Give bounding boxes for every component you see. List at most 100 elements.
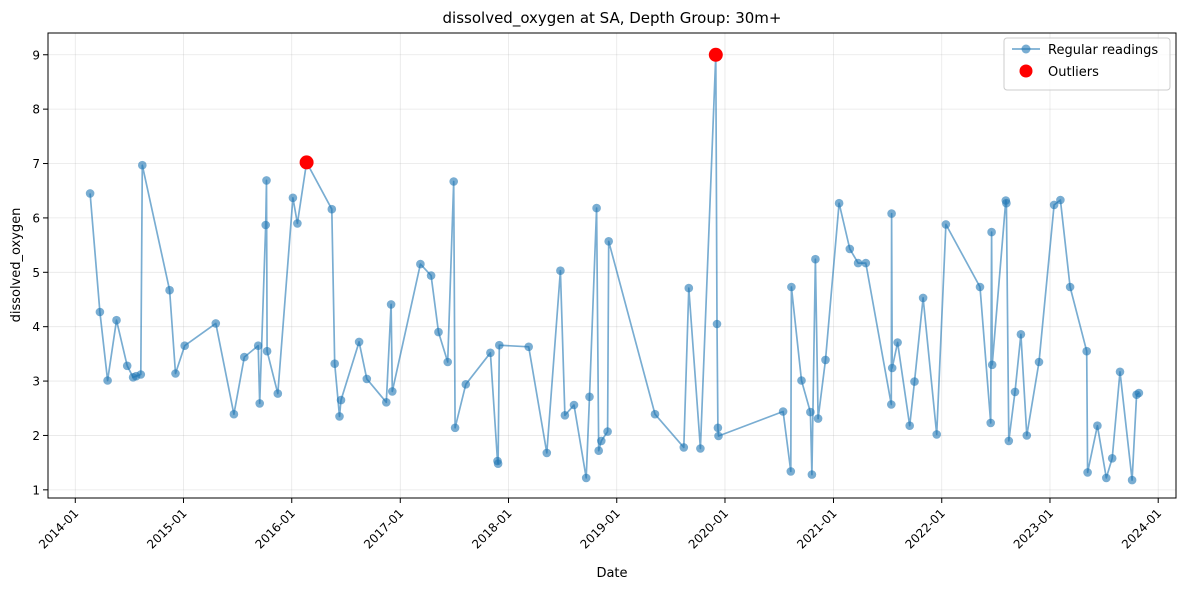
data-point-regular bbox=[1082, 346, 1091, 356]
data-point-regular bbox=[987, 360, 997, 370]
data-point-regular bbox=[807, 470, 817, 479]
data-point-regular bbox=[434, 327, 443, 337]
data-point-regular bbox=[273, 389, 283, 398]
data-point-regular bbox=[592, 203, 601, 213]
data-point-regular bbox=[336, 395, 346, 405]
data-point-regular bbox=[932, 430, 941, 439]
data-point-regular bbox=[918, 293, 928, 303]
data-point-regular bbox=[85, 189, 95, 198]
data-point-regular bbox=[713, 423, 723, 433]
data-point-regular bbox=[1102, 473, 1111, 483]
data-point-regular bbox=[1107, 454, 1117, 463]
legend-marker-regular bbox=[1021, 44, 1031, 54]
data-point-regular bbox=[569, 400, 579, 410]
data-point-regular bbox=[122, 361, 132, 371]
data-point-regular bbox=[450, 423, 460, 433]
data-point-regular bbox=[811, 254, 820, 264]
data-point-regular bbox=[581, 473, 591, 483]
data-point-regular bbox=[253, 341, 263, 351]
data-point-regular bbox=[165, 285, 174, 295]
data-point-regular bbox=[362, 374, 372, 384]
data-point-regular bbox=[556, 266, 565, 276]
data-point-regular bbox=[486, 348, 495, 358]
chart-title: dissolved_oxygen at SA, Depth Group: 30m… bbox=[443, 9, 782, 28]
data-point-regular bbox=[778, 407, 788, 416]
legend: Regular readings Outliers bbox=[1003, 37, 1171, 91]
data-point-regular bbox=[1127, 475, 1137, 485]
data-point-regular bbox=[797, 376, 806, 385]
data-point-regular bbox=[542, 448, 552, 458]
data-point-regular bbox=[560, 411, 570, 420]
data-point-regular bbox=[1083, 468, 1092, 477]
data-point-outlier bbox=[708, 47, 723, 62]
data-point-regular bbox=[887, 400, 896, 409]
data-point-regular bbox=[1022, 431, 1032, 440]
data-point-regular bbox=[211, 319, 221, 328]
data-point-regular bbox=[426, 271, 436, 280]
data-point-regular bbox=[461, 380, 471, 389]
data-point-regular bbox=[806, 407, 815, 417]
data-point-regular bbox=[449, 177, 459, 186]
data-point-regular bbox=[262, 176, 271, 185]
data-point-regular bbox=[1115, 367, 1125, 377]
y-tick-label: 5 bbox=[32, 266, 40, 280]
data-point-regular bbox=[180, 341, 189, 351]
data-point-regular bbox=[834, 198, 844, 208]
data-point-regular bbox=[112, 315, 121, 325]
data-point-regular bbox=[905, 421, 914, 431]
data-point-regular bbox=[987, 227, 996, 237]
data-point-regular bbox=[330, 359, 340, 369]
data-point-regular bbox=[240, 352, 249, 362]
y-tick-label: 3 bbox=[32, 375, 40, 389]
y-axis-label: dissolved_oxygen bbox=[9, 208, 24, 323]
data-point-regular bbox=[354, 337, 364, 347]
data-point-regular bbox=[910, 377, 919, 386]
data-point-regular bbox=[103, 376, 112, 385]
data-point-regular bbox=[604, 237, 613, 246]
data-point-regular bbox=[229, 409, 239, 419]
data-point-regular bbox=[603, 427, 612, 436]
data-point-regular bbox=[388, 387, 397, 396]
data-point-regular bbox=[443, 357, 453, 367]
data-point-regular bbox=[255, 399, 264, 408]
data-point-regular bbox=[787, 282, 796, 292]
data-point-regular bbox=[136, 370, 146, 379]
legend-label-outliers: Outliers bbox=[1048, 65, 1099, 80]
data-point-regular bbox=[1004, 436, 1014, 446]
data-point-regular bbox=[887, 209, 896, 218]
data-point-regular bbox=[524, 342, 533, 352]
data-point-regular bbox=[293, 219, 302, 228]
data-point-regular bbox=[861, 258, 871, 268]
data-point-regular bbox=[1093, 421, 1102, 431]
data-point-regular bbox=[813, 414, 823, 423]
data-point-regular bbox=[684, 283, 694, 293]
data-point-regular bbox=[493, 459, 503, 469]
data-point-regular bbox=[1002, 198, 1011, 208]
legend-box bbox=[1003, 37, 1171, 91]
data-point-regular bbox=[786, 467, 796, 476]
data-point-regular bbox=[821, 355, 830, 365]
data-point-regular bbox=[597, 436, 606, 446]
y-tick-label: 9 bbox=[32, 48, 40, 62]
data-point-regular bbox=[714, 431, 723, 441]
data-point-regular bbox=[416, 259, 425, 269]
legend-marker-outliers bbox=[1019, 64, 1033, 78]
data-point-regular bbox=[893, 338, 902, 347]
legend-label-regular: Regular readings bbox=[1048, 43, 1158, 58]
data-point-regular bbox=[386, 300, 396, 309]
data-point-regular bbox=[171, 369, 180, 378]
data-point-regular bbox=[335, 412, 344, 421]
data-point-regular bbox=[138, 160, 147, 170]
data-point-regular bbox=[1065, 282, 1075, 292]
grid-lines bbox=[48, 33, 1176, 498]
data-point-regular bbox=[1016, 330, 1026, 339]
data-point-regular bbox=[1056, 195, 1065, 205]
data-point-regular bbox=[712, 319, 722, 329]
data-point-regular bbox=[650, 409, 660, 419]
data-point-regular bbox=[594, 446, 603, 456]
data-point-regular bbox=[679, 443, 689, 452]
data-point-regular bbox=[1034, 357, 1044, 367]
data-point-regular bbox=[941, 220, 951, 229]
data-point-outlier bbox=[299, 155, 314, 170]
